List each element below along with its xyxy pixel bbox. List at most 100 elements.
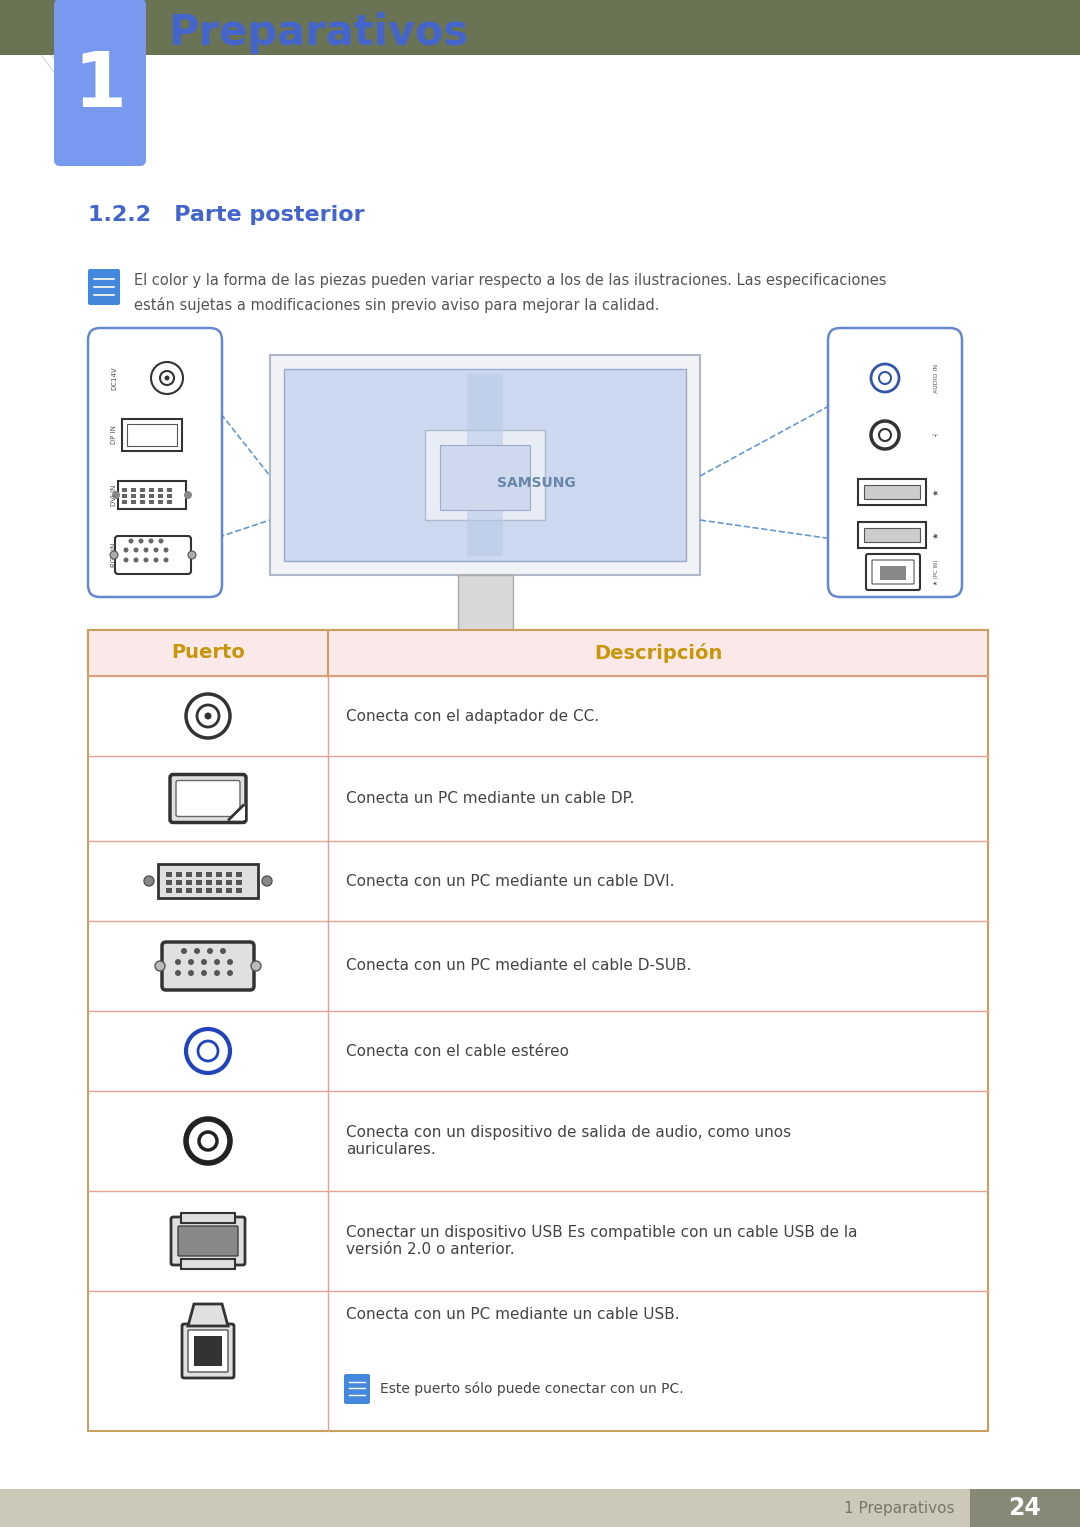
Bar	[131, 499, 136, 504]
Text: ★: ★	[931, 531, 941, 539]
Text: Puerto: Puerto	[171, 643, 245, 663]
Bar	[176, 880, 183, 886]
Text: están sujetas a modificaciones sin previo aviso para mejorar la calidad.: están sujetas a modificaciones sin previ…	[134, 296, 660, 313]
Text: Preparativos: Preparativos	[168, 12, 469, 53]
Bar	[181, 1258, 235, 1269]
Bar	[122, 495, 127, 498]
FancyBboxPatch shape	[178, 1226, 238, 1257]
Bar	[122, 499, 127, 504]
Circle shape	[870, 363, 899, 392]
Bar	[284, 370, 686, 560]
Bar	[195, 880, 202, 886]
FancyBboxPatch shape	[872, 560, 914, 583]
Bar	[87, 631, 988, 1431]
Text: 24: 24	[1009, 1496, 1041, 1519]
FancyBboxPatch shape	[188, 1330, 228, 1371]
Bar	[158, 489, 163, 492]
Circle shape	[870, 421, 899, 449]
Text: DC14V: DC14V	[111, 366, 117, 389]
Bar	[186, 872, 192, 876]
Bar	[186, 889, 192, 893]
Circle shape	[134, 548, 138, 553]
Bar	[0, 1489, 1080, 1527]
Bar	[176, 872, 183, 876]
Circle shape	[227, 959, 233, 965]
Bar	[216, 872, 222, 876]
Circle shape	[110, 551, 118, 559]
Bar	[140, 489, 145, 492]
FancyBboxPatch shape	[345, 1374, 370, 1403]
Bar	[0, 0, 1080, 55]
Circle shape	[220, 948, 226, 954]
Circle shape	[156, 960, 165, 971]
Text: SAMSUNG: SAMSUNG	[497, 475, 576, 490]
Circle shape	[201, 959, 207, 965]
Text: Descripción: Descripción	[594, 643, 723, 663]
Bar	[216, 880, 222, 886]
Bar	[127, 425, 177, 446]
FancyBboxPatch shape	[170, 774, 246, 823]
Bar	[970, 1489, 1080, 1527]
Bar	[237, 880, 242, 886]
Bar	[131, 489, 136, 492]
Text: RGB IN: RGB IN	[111, 542, 117, 567]
Bar	[426, 431, 545, 521]
Bar	[400, 631, 570, 647]
Bar	[158, 499, 163, 504]
Text: Este puerto sólo puede conectar con un PC.: Este puerto sólo puede conectar con un P…	[380, 1382, 684, 1396]
Bar	[166, 872, 172, 876]
Circle shape	[112, 492, 120, 499]
Text: Conecta un PC mediante un cable DP.: Conecta un PC mediante un cable DP.	[346, 791, 634, 806]
Bar	[186, 880, 192, 886]
Circle shape	[201, 970, 207, 976]
Bar	[226, 872, 232, 876]
FancyBboxPatch shape	[866, 554, 920, 589]
Circle shape	[138, 539, 144, 544]
Bar	[118, 481, 186, 508]
Polygon shape	[229, 806, 245, 820]
Circle shape	[163, 557, 168, 562]
Circle shape	[879, 429, 891, 441]
Text: ★: ★	[931, 489, 941, 496]
Circle shape	[160, 371, 174, 385]
Circle shape	[153, 557, 159, 562]
Circle shape	[194, 948, 200, 954]
Bar	[181, 1212, 235, 1223]
FancyBboxPatch shape	[54, 0, 146, 166]
Text: DVI IN: DVI IN	[111, 484, 117, 505]
Text: Conecta con un PC mediante el cable D-SUB.: Conecta con un PC mediante el cable D-SU…	[346, 959, 691, 974]
Circle shape	[181, 948, 187, 954]
Bar	[440, 444, 530, 510]
Circle shape	[134, 557, 138, 562]
Polygon shape	[188, 1304, 228, 1325]
Bar	[237, 872, 242, 876]
Circle shape	[164, 376, 170, 380]
Circle shape	[151, 362, 183, 394]
FancyBboxPatch shape	[114, 536, 191, 574]
Circle shape	[144, 548, 149, 553]
Text: 1.2.2   Parte posterior: 1.2.2 Parte posterior	[87, 205, 365, 224]
Circle shape	[188, 551, 195, 559]
Circle shape	[123, 557, 129, 562]
Circle shape	[214, 959, 220, 965]
Bar	[237, 889, 242, 893]
Text: Conectar un dispositivo USB Es compatible con un cable USB de la
versión 2.0 o a: Conectar un dispositivo USB Es compatibl…	[346, 1225, 858, 1257]
Text: Conecta con el adaptador de CC.: Conecta con el adaptador de CC.	[346, 709, 599, 724]
Bar	[167, 495, 172, 498]
Circle shape	[227, 970, 233, 976]
Text: ★ (PC IN): ★ (PC IN)	[933, 559, 939, 585]
Circle shape	[262, 876, 272, 886]
Bar	[864, 486, 920, 499]
Text: ˧: ˧	[931, 434, 941, 437]
Bar	[864, 528, 920, 542]
Circle shape	[207, 948, 213, 954]
Bar	[467, 374, 503, 556]
Bar	[206, 872, 212, 876]
Text: Conecta con el cable estéreo: Conecta con el cable estéreo	[346, 1043, 569, 1058]
Bar	[216, 889, 222, 893]
Bar	[166, 889, 172, 893]
Text: AUDIO IN: AUDIO IN	[933, 363, 939, 392]
Bar	[458, 576, 513, 631]
FancyBboxPatch shape	[87, 328, 222, 597]
Circle shape	[188, 959, 194, 965]
